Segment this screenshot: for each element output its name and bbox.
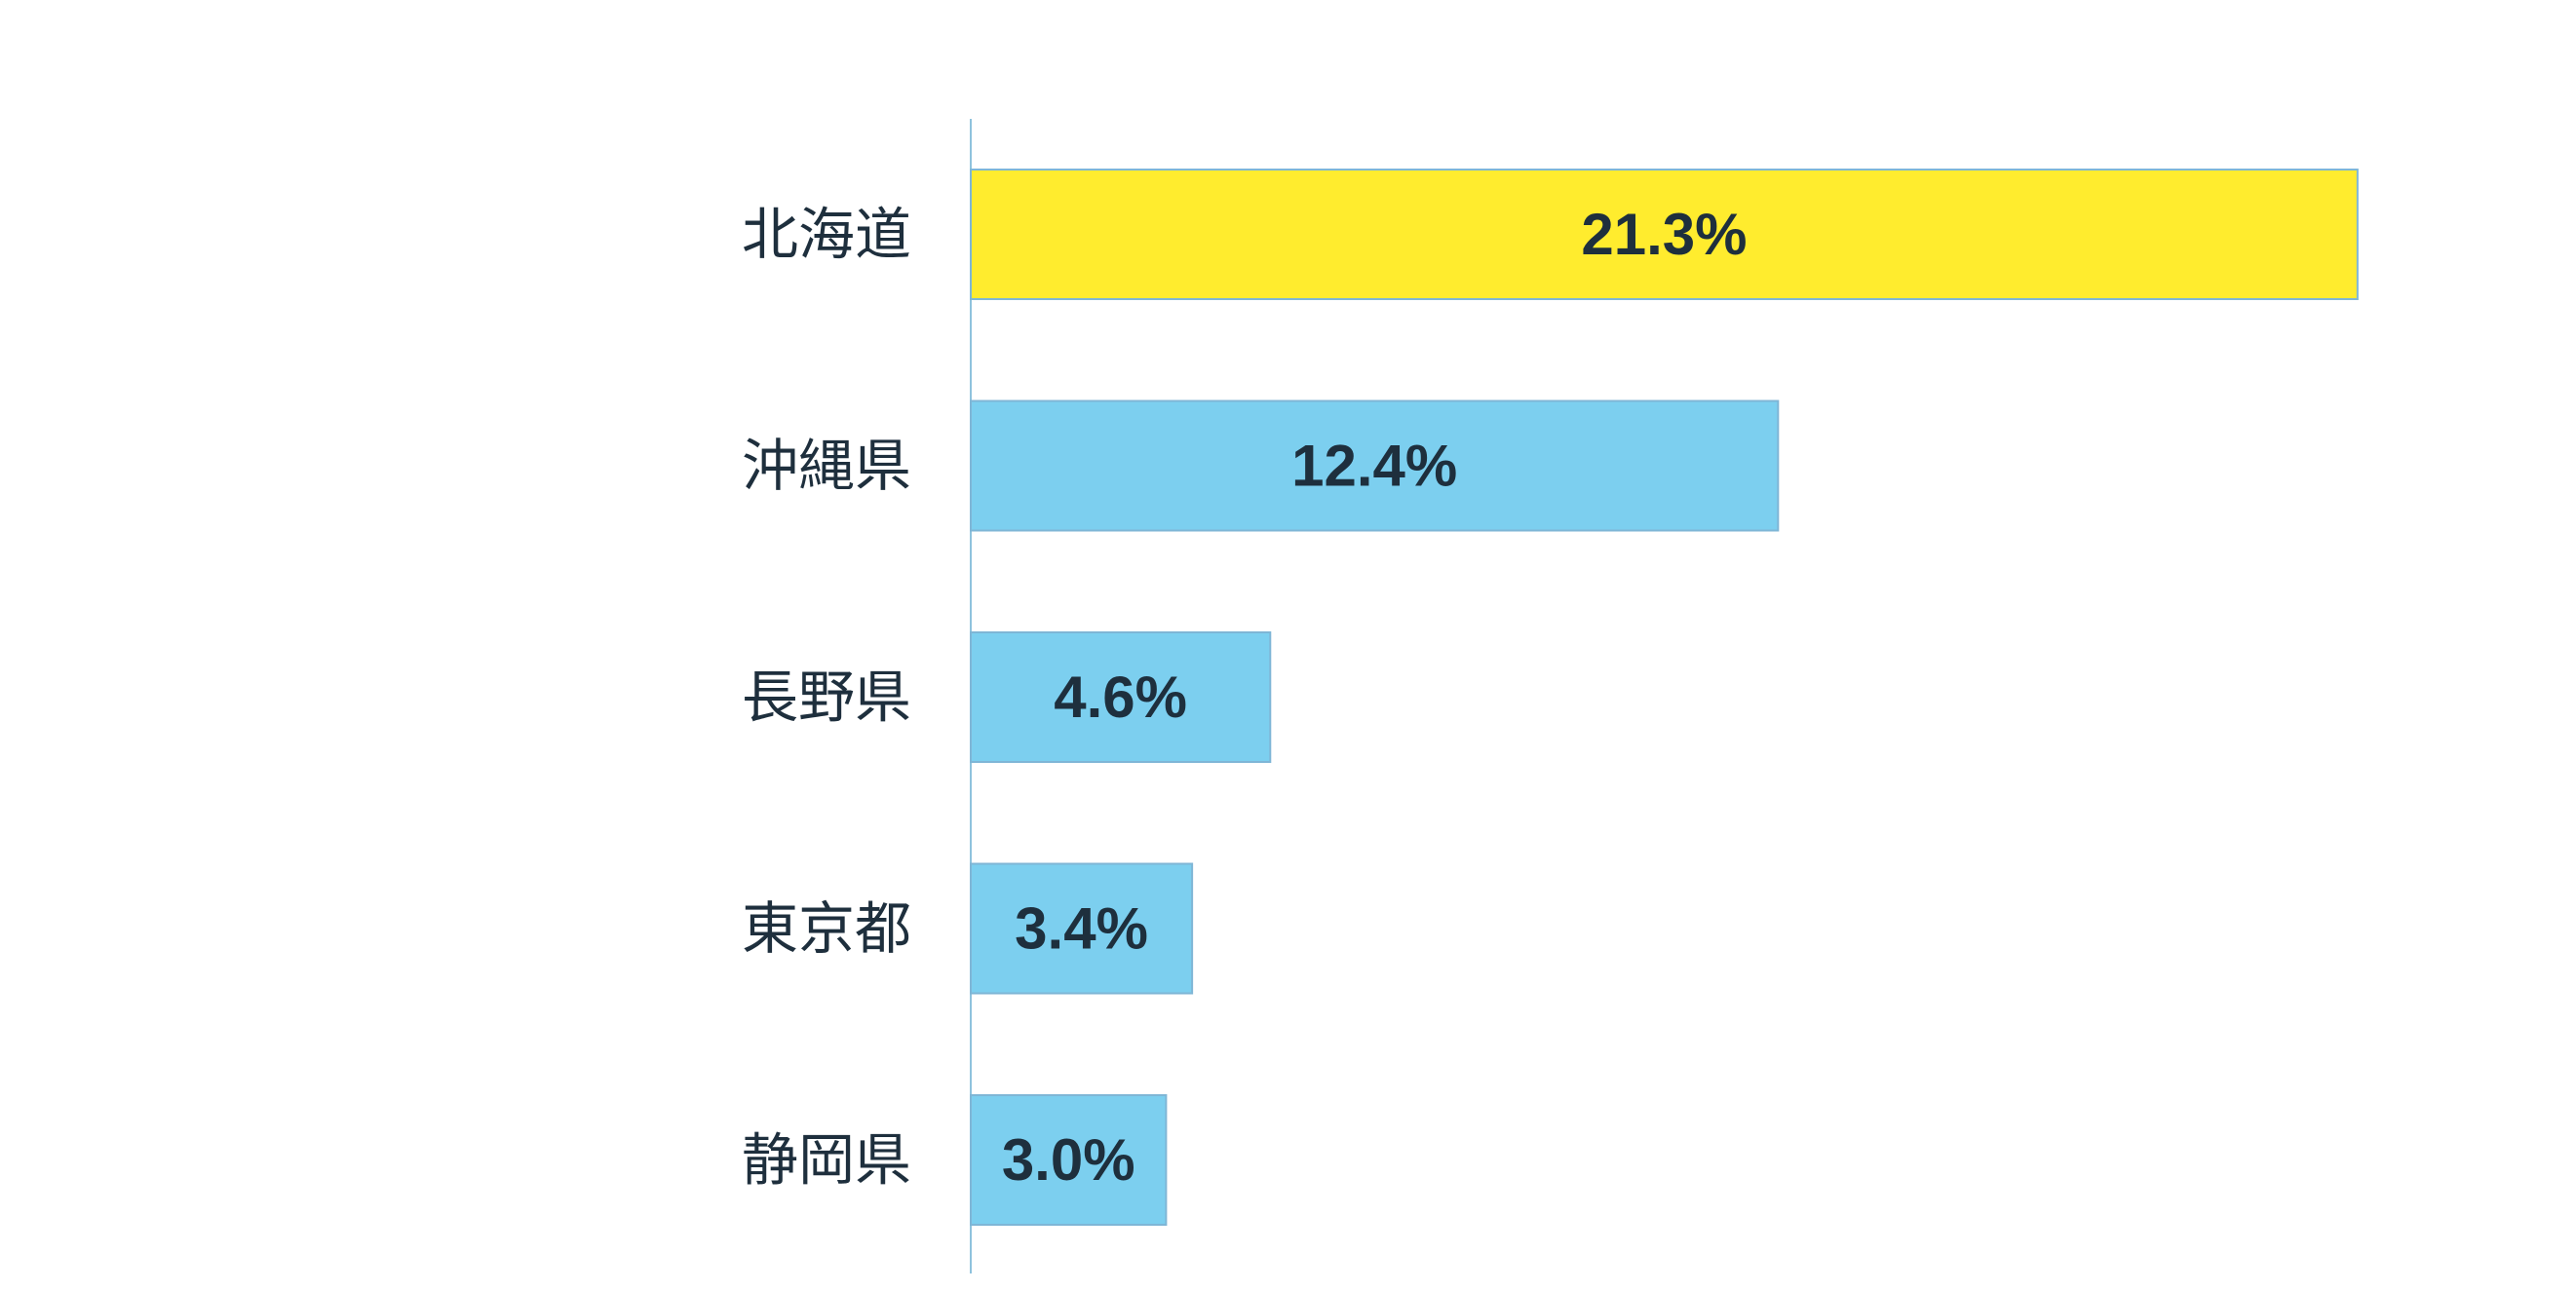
data-label: 3.4% <box>1015 896 1148 962</box>
bars-group: 北海道 21.3% 沖縄県 12.4% 長野県 4.6% 東京都 3.4% 静岡県 3.0% <box>742 169 2359 1226</box>
bar <box>970 862 1194 995</box>
bar <box>970 169 2359 300</box>
category-label: 沖縄県 <box>742 433 911 499</box>
data-label: 12.4% <box>1291 434 1457 499</box>
bar <box>970 631 1272 763</box>
category-label: 長野県 <box>742 665 911 731</box>
category-label: 静岡県 <box>742 1127 911 1194</box>
data-label: 4.6% <box>1054 665 1187 730</box>
category-label: 東京都 <box>742 895 911 962</box>
bar <box>970 1094 1168 1226</box>
data-label: 3.0% <box>1002 1127 1135 1193</box>
data-label: 21.3% <box>1581 202 1747 267</box>
bar <box>970 399 1780 532</box>
category-label: 北海道 <box>742 202 911 268</box>
